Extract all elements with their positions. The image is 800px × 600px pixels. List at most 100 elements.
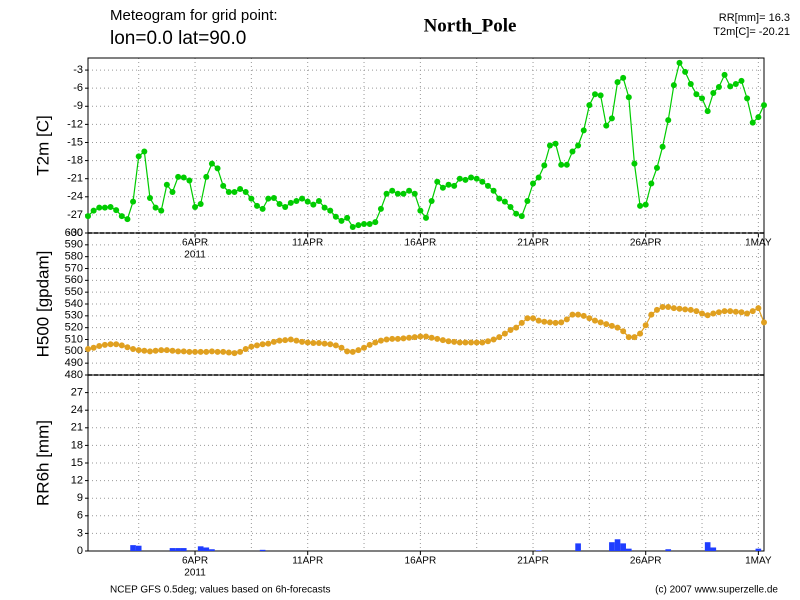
data-point	[648, 180, 655, 187]
data-point	[749, 119, 756, 126]
data-point	[428, 334, 435, 341]
data-point	[445, 338, 452, 345]
y-axis-label: T2m [C]	[33, 115, 52, 175]
data-point	[546, 142, 553, 149]
data-point	[699, 310, 706, 317]
data-point	[406, 187, 413, 194]
data-point	[710, 310, 717, 317]
data-point	[265, 195, 272, 202]
data-point	[406, 334, 413, 341]
data-point	[749, 308, 756, 315]
y-tick-label: 480	[65, 369, 83, 381]
bar	[665, 549, 672, 551]
data-point	[349, 348, 356, 355]
data-point	[631, 160, 638, 167]
data-point	[524, 315, 531, 322]
data-point	[293, 337, 300, 344]
y-tick-label: 24	[71, 404, 83, 416]
y-tick-label: 580	[65, 251, 83, 263]
data-point	[710, 90, 717, 96]
data-point	[614, 79, 621, 86]
data-point	[254, 202, 260, 209]
data-point	[676, 305, 683, 312]
data-point	[608, 115, 615, 122]
bar	[609, 542, 615, 551]
data-point	[338, 344, 345, 351]
data-point	[501, 198, 508, 205]
data-point	[704, 108, 711, 115]
y-tick-label: -24	[67, 191, 83, 203]
place-name: North_Pole	[424, 15, 517, 36]
bar	[625, 548, 632, 551]
data-point	[208, 348, 215, 355]
data-point	[135, 347, 142, 354]
data-point	[727, 83, 734, 90]
data-point	[620, 328, 627, 335]
data-point	[152, 347, 159, 354]
data-point	[152, 204, 159, 211]
data-point	[614, 324, 621, 331]
data-point	[124, 216, 131, 223]
data-point	[270, 195, 277, 201]
data-point	[383, 190, 390, 197]
data-point	[321, 204, 328, 211]
y-tick-label: 21	[71, 422, 83, 434]
data-point	[484, 338, 491, 345]
data-point	[327, 341, 334, 348]
bar	[535, 550, 542, 551]
data-point	[197, 201, 204, 208]
data-point	[135, 153, 142, 160]
data-point	[158, 207, 165, 214]
data-point	[535, 317, 542, 324]
data-point	[113, 207, 120, 214]
data-point	[208, 160, 215, 167]
y-tick-label: -3	[73, 64, 83, 76]
data-point	[180, 174, 187, 181]
data-point	[366, 341, 373, 348]
data-point	[642, 322, 649, 329]
data-point	[490, 187, 497, 194]
data-point	[676, 59, 683, 66]
bar	[203, 547, 210, 551]
data-point	[276, 337, 283, 344]
data-point	[310, 340, 317, 347]
data-point	[597, 92, 604, 99]
data-point	[659, 143, 666, 150]
data-point	[90, 207, 97, 214]
data-point	[282, 337, 289, 344]
data-point	[608, 322, 615, 329]
y-tick-label: 600	[65, 227, 83, 239]
bar	[259, 549, 266, 551]
data-point	[220, 182, 227, 189]
data-point	[755, 305, 762, 312]
data-point	[597, 319, 604, 326]
data-point	[96, 343, 103, 350]
data-point	[761, 319, 767, 326]
data-point	[141, 347, 148, 354]
data-point	[501, 330, 508, 337]
data-point	[383, 336, 390, 343]
data-point	[659, 303, 666, 310]
y-tick-label: -30	[67, 227, 83, 239]
data-point	[270, 338, 277, 345]
data-point	[107, 341, 114, 348]
data-point	[180, 348, 187, 355]
data-point	[648, 311, 655, 318]
data-point	[417, 207, 424, 214]
data-point	[282, 204, 289, 211]
data-point	[653, 306, 660, 313]
x-tick-label: 21APR	[517, 556, 549, 567]
data-point	[603, 321, 610, 328]
x-tick-label: 6APR	[182, 238, 208, 249]
header-line2: lon=0.0 lat=90.0	[110, 28, 246, 49]
bar	[180, 548, 187, 551]
x-tick-label: 16APR	[405, 556, 437, 567]
data-point	[90, 344, 97, 351]
data-point	[755, 114, 762, 121]
data-point	[580, 312, 587, 319]
data-point	[546, 319, 553, 326]
data-point	[361, 220, 368, 227]
data-point	[237, 185, 244, 192]
data-point	[552, 140, 559, 147]
